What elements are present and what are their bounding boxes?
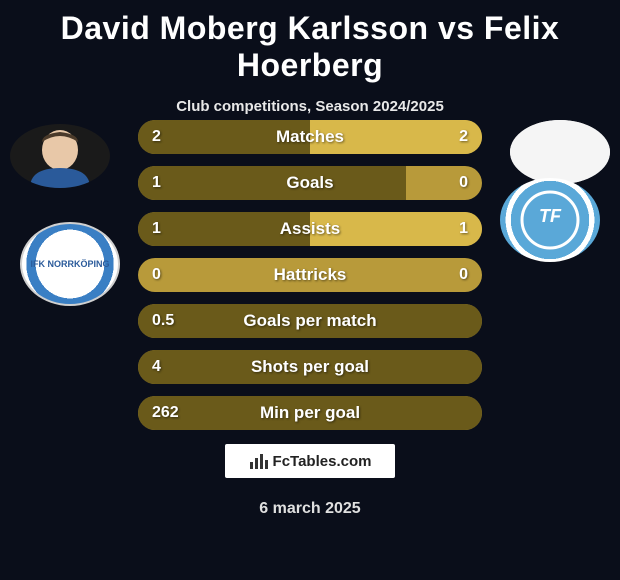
svg-text:TF: TF [539, 206, 562, 226]
stat-value-left: 4 [152, 350, 161, 384]
chart-icon [249, 452, 269, 470]
stat-value-left: 1 [152, 212, 161, 246]
subtitle: Club competitions, Season 2024/2025 [0, 98, 620, 115]
stat-label: Hattricks [138, 258, 482, 292]
stat-label: Matches [138, 120, 482, 154]
stat-label: Goals [138, 166, 482, 200]
club-badge-right: TF [500, 178, 600, 262]
club-badge-left: IFK NORRKÖPING [20, 222, 120, 306]
player-photo-left [10, 124, 110, 188]
stat-label: Assists [138, 212, 482, 246]
stats-container: Matches22Goals10Assists11Hattricks00Goal… [138, 120, 482, 442]
footer-brand-logo: FcTables.com [225, 444, 395, 478]
stat-value-left: 262 [152, 396, 179, 430]
stat-row: Goals per match0.5 [138, 304, 482, 338]
stat-value-left: 0 [152, 258, 161, 292]
player-photo-right [510, 120, 610, 184]
avatar-left-icon [10, 124, 110, 188]
footer-date: 6 march 2025 [0, 500, 620, 518]
stat-row: Goals1 0 [138, 166, 482, 200]
stat-value-right: 0 [459, 258, 468, 292]
club-badge-right-icon: TF [520, 190, 580, 250]
stat-row: Shots per goal4 [138, 350, 482, 384]
stat-value-left: 2 [152, 120, 161, 154]
stat-label: Min per goal [138, 396, 482, 430]
stat-label: Goals per match [138, 304, 482, 338]
stat-row: Hattricks0 0 [138, 258, 482, 292]
stat-row: Assists1 1 [138, 212, 482, 246]
page-title: David Moberg Karlsson vs Felix Hoerberg [0, 0, 620, 84]
stat-row: Min per goal262 [138, 396, 482, 430]
stat-label: Shots per goal [138, 350, 482, 384]
stat-value-right: 2 [459, 120, 468, 154]
club-badge-left-label: IFK NORRKÖPING [30, 259, 109, 269]
stat-row: Matches2 2 [138, 120, 482, 154]
stat-value-left: 1 [152, 166, 161, 200]
stat-value-left: 0.5 [152, 304, 174, 338]
footer-brand-text: FcTables.com [273, 453, 372, 470]
stat-value-right: 0 [459, 166, 468, 200]
stat-value-right: 1 [459, 212, 468, 246]
avatar-right-icon [510, 120, 610, 184]
